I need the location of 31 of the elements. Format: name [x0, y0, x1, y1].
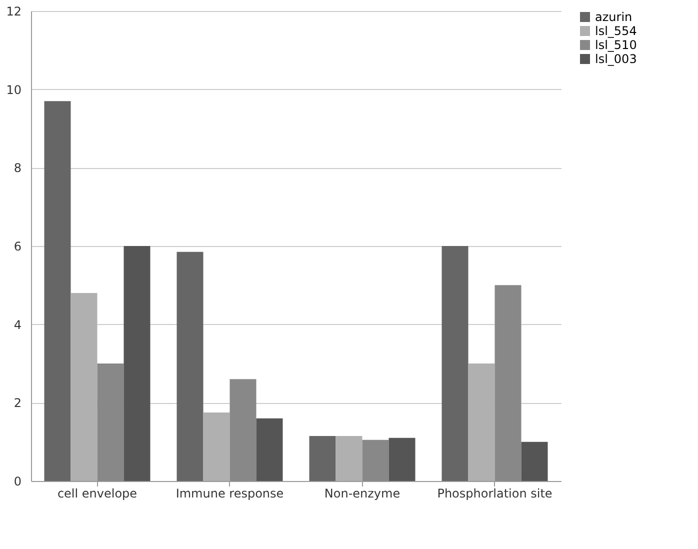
- bar: [521, 442, 548, 481]
- bar: [176, 252, 204, 481]
- bar: [336, 436, 362, 481]
- x-tick-label: cell envelope: [57, 486, 138, 500]
- bar: [230, 379, 256, 481]
- bar: [494, 285, 522, 481]
- bar: [309, 436, 336, 481]
- y-tick-label: 6: [14, 240, 22, 254]
- y-tick-label: 8: [14, 161, 22, 176]
- bar: [362, 440, 389, 481]
- legend-label: lsl_510: [595, 38, 637, 52]
- bar: [44, 101, 71, 481]
- y-tick-label: 12: [6, 4, 22, 18]
- y-tick-label: 2: [14, 396, 22, 410]
- y-tick-label: 10: [6, 82, 22, 97]
- bar: [442, 246, 468, 481]
- bar: [468, 364, 495, 481]
- bar: [97, 364, 124, 481]
- legend-label: lsl_003: [595, 52, 637, 66]
- legend-label: lsl_554: [595, 24, 637, 38]
- x-tick-label: Phosphorlation site: [437, 486, 552, 500]
- bar: [256, 418, 283, 481]
- y-tick-label: 0: [14, 474, 22, 488]
- bar: [70, 293, 98, 481]
- x-tick-label: Immune response: [176, 486, 284, 500]
- bar: [203, 412, 230, 481]
- bar: [124, 246, 150, 481]
- y-tick-label: 4: [14, 318, 22, 332]
- bar: [388, 438, 416, 481]
- legend-label: azurin: [595, 10, 632, 24]
- x-tick-label: Non-enzyme: [324, 486, 400, 500]
